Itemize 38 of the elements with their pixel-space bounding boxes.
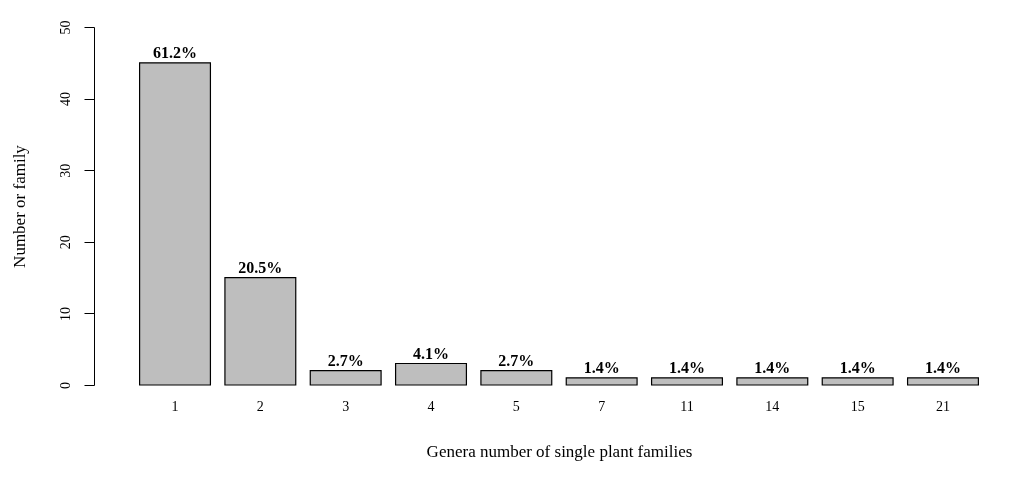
x-axis-title: Genera number of single plant families (426, 441, 693, 461)
x-tick-label: 4 (427, 398, 435, 414)
bar (650, 377, 724, 386)
annotation: 1.4% (669, 358, 705, 376)
y-tick-label: 0 (57, 382, 73, 389)
y-tick-label: 20 (57, 235, 73, 250)
x-tick-label: 5 (512, 398, 520, 414)
bar (565, 377, 638, 386)
annotation: 2.7% (327, 351, 364, 369)
bar (139, 62, 212, 386)
x-tick-label: 14 (765, 398, 780, 414)
bar (224, 277, 297, 386)
x-tick-label: 15 (850, 398, 865, 414)
x-tick-label: 3 (342, 398, 350, 414)
annotation: 61.2% (153, 43, 198, 61)
x-tick-label: 21 (935, 398, 950, 414)
x-tick-label: 7 (598, 398, 606, 414)
annotation: 2.7% (498, 351, 535, 369)
x-tick-label: 11 (680, 398, 694, 414)
y-axis-title: Number or family (9, 144, 29, 268)
x-tick-label: 2 (256, 398, 264, 414)
y-tick-label: 50 (57, 20, 73, 35)
annotation: 1.4% (924, 358, 961, 376)
bar (309, 370, 382, 386)
annotation: 20.5% (238, 258, 283, 276)
bar (480, 370, 553, 386)
bar (394, 362, 468, 386)
annotation: 4.1% (413, 344, 449, 362)
annotation: 1.4% (754, 358, 791, 376)
bar (736, 377, 809, 386)
y-tick-label: 10 (57, 306, 73, 321)
y-tick-label: 40 (57, 92, 73, 107)
bar (906, 377, 979, 386)
annotation: 1.4% (583, 358, 620, 376)
bar (821, 377, 894, 386)
y-tick-label: 30 (57, 163, 73, 178)
annotation: 1.4% (839, 358, 876, 376)
x-tick-label: 1 (171, 398, 179, 414)
